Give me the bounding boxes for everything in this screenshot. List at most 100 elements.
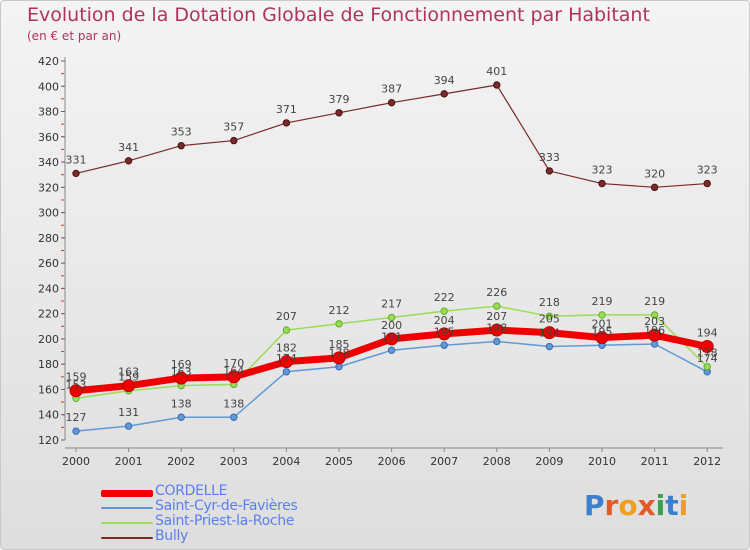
data-point xyxy=(545,312,554,320)
data-label: 185 xyxy=(329,338,350,351)
data-label: 323 xyxy=(592,164,613,177)
series-cordelle xyxy=(69,323,714,398)
data-point xyxy=(335,320,343,328)
data-label: 222 xyxy=(434,291,455,304)
proxiti-logo: Proxiti xyxy=(584,489,688,522)
data-point xyxy=(437,327,451,341)
data-label: 163 xyxy=(118,366,139,379)
y-tick-label: 180 xyxy=(38,358,59,371)
logo-letter: i xyxy=(678,489,689,522)
data-point xyxy=(332,351,346,365)
data-label: 178 xyxy=(329,347,350,360)
data-point xyxy=(545,167,554,175)
x-tick-label: 2011 xyxy=(641,455,669,468)
data-label: 204 xyxy=(434,314,455,327)
data-point xyxy=(385,332,399,346)
data-label: 198 xyxy=(486,321,507,334)
legend-swatch xyxy=(101,537,153,539)
data-label: 178 xyxy=(697,347,718,360)
data-label: 153 xyxy=(66,378,87,391)
series-saint-priest-la-roche xyxy=(72,302,711,403)
data-point xyxy=(650,311,659,319)
logo-letter: r xyxy=(604,489,619,522)
data-label: 191 xyxy=(381,330,402,343)
data-point xyxy=(227,370,241,384)
data-label: 138 xyxy=(171,397,192,410)
y-tick-label: 420 xyxy=(38,55,59,68)
y-tick-label: 320 xyxy=(38,181,59,194)
y-tick-label: 360 xyxy=(38,131,59,144)
data-point xyxy=(493,81,501,89)
chart-subtitle: (en € et par an) xyxy=(27,29,122,43)
data-label: 212 xyxy=(329,304,350,317)
legend-label: Bully xyxy=(155,528,189,544)
x-tick-label: 2000 xyxy=(62,455,90,468)
data-point xyxy=(648,328,662,342)
data-point xyxy=(387,313,396,322)
y-tick-label: 260 xyxy=(38,257,59,270)
data-label: 164 xyxy=(223,364,244,377)
data-point xyxy=(440,90,448,98)
data-label: 387 xyxy=(381,83,402,96)
data-label: 131 xyxy=(118,406,139,419)
data-label: 127 xyxy=(66,411,87,424)
data-point xyxy=(387,346,396,355)
data-label: 182 xyxy=(276,342,297,355)
data-label: 219 xyxy=(592,295,613,308)
data-label: 203 xyxy=(644,315,665,328)
data-point xyxy=(72,169,80,178)
x-tick-label: 2007 xyxy=(430,455,458,468)
series-saint-cyr-de-favi-res xyxy=(72,337,711,435)
y-tick-label: 160 xyxy=(38,383,59,396)
y-tick-label: 200 xyxy=(38,333,59,346)
data-label: 170 xyxy=(223,357,244,370)
data-point xyxy=(335,363,343,371)
y-tick-label: 240 xyxy=(38,282,59,295)
data-point xyxy=(174,371,188,385)
data-point xyxy=(703,179,711,188)
data-point xyxy=(124,422,133,430)
data-label: 357 xyxy=(223,121,244,134)
data-label: 341 xyxy=(118,141,139,154)
data-point xyxy=(282,119,291,127)
data-point xyxy=(282,368,291,376)
data-point xyxy=(650,183,659,192)
chart-axes: 120 140 160 180 200 220 240 260 280 300 320 340 360 3… xyxy=(38,55,723,468)
x-tick-label: 2006 xyxy=(378,455,406,468)
data-point xyxy=(595,331,609,345)
y-tick-label: 280 xyxy=(38,232,59,245)
x-tick-label: 2003 xyxy=(220,455,248,468)
y-tick-label: 340 xyxy=(38,156,59,169)
data-point xyxy=(650,340,659,348)
data-label: 196 xyxy=(644,324,665,337)
data-point xyxy=(440,341,448,349)
data-label: 201 xyxy=(592,318,613,331)
data-point xyxy=(598,179,606,188)
y-tick-label: 380 xyxy=(38,106,59,119)
data-point xyxy=(177,413,185,421)
data-point xyxy=(542,326,556,340)
data-label: 219 xyxy=(644,295,665,308)
logo-letter: t xyxy=(665,489,679,522)
data-label: 218 xyxy=(539,296,560,309)
data-point xyxy=(69,384,83,398)
data-label: 169 xyxy=(171,358,192,371)
data-label: 200 xyxy=(381,319,402,332)
legend-label: Saint-Cyr-de-Favières xyxy=(155,498,298,514)
data-point xyxy=(177,141,185,150)
data-point xyxy=(493,302,501,310)
data-label: 394 xyxy=(434,74,455,87)
data-point xyxy=(493,337,501,346)
logo-letter: x xyxy=(637,489,656,522)
data-point xyxy=(387,98,396,107)
x-tick-label: 2005 xyxy=(325,455,353,468)
chart-title: Evolution de la Dotation Globale de Fonc… xyxy=(27,4,650,26)
data-label: 207 xyxy=(276,310,297,323)
x-tick-label: 2001 xyxy=(115,455,143,468)
data-label: 323 xyxy=(697,164,718,177)
data-point xyxy=(72,427,80,435)
series-bully xyxy=(72,81,711,192)
data-label: 333 xyxy=(539,151,560,164)
y-tick-label: 120 xyxy=(38,434,59,447)
x-tick-label: 2008 xyxy=(483,455,511,468)
